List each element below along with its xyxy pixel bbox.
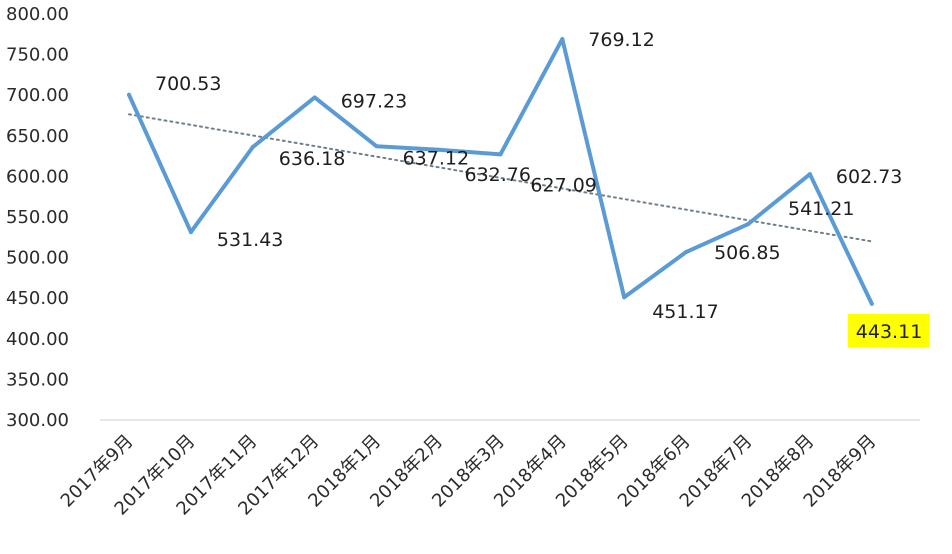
data-point <box>312 95 317 100</box>
data-point <box>869 301 874 306</box>
y-tick-label: 400.00 <box>6 329 69 350</box>
highlight-box <box>847 313 930 348</box>
y-tick-label: 800.00 <box>6 4 69 25</box>
data-label: 627.09 <box>530 174 596 196</box>
data-point <box>250 145 255 150</box>
y-tick-label: 650.00 <box>6 126 69 147</box>
y-tick-label: 700.00 <box>6 85 69 106</box>
trendline-group <box>128 113 873 243</box>
data-point <box>436 147 441 152</box>
y-tick-label: 350.00 <box>6 369 69 390</box>
trendline <box>128 113 873 243</box>
y-tick-label: 500.00 <box>6 248 69 269</box>
y-tick-label: 600.00 <box>6 166 69 187</box>
data-point <box>127 92 131 97</box>
data-label: 637.12 <box>403 147 469 169</box>
data-point <box>746 222 750 227</box>
data-point <box>374 144 379 149</box>
y-tick-label: 300.00 <box>6 410 69 431</box>
y-axis: 300.00 350.00 400.00 450.00 500.00 550.00 600.… <box>6 4 69 431</box>
data-point <box>560 37 565 42</box>
data-label: 602.73 <box>836 166 902 188</box>
data-label: 451.17 <box>652 301 718 323</box>
data-label: 769.12 <box>588 29 654 51</box>
data-point <box>622 295 627 300</box>
data-label: 700.53 <box>155 73 221 95</box>
data-label: 531.43 <box>217 229 283 251</box>
data-label: 443.11 <box>856 321 922 343</box>
y-tick-label: 750.00 <box>6 45 69 66</box>
data-point <box>188 230 193 235</box>
y-tick-label: 450.00 <box>6 288 69 309</box>
data-point <box>807 172 812 177</box>
series-group <box>127 37 874 306</box>
data-label: 541.21 <box>788 198 854 220</box>
data-label: 636.18 <box>279 148 345 170</box>
data-label: 697.23 <box>341 90 407 112</box>
y-tick-label: 550.00 <box>6 207 69 228</box>
data-label: 506.85 <box>714 242 780 264</box>
data-point <box>498 152 503 157</box>
x-axis: 2017年9月2017年10月2017年11月2017年12月2018年1月20… <box>57 419 920 520</box>
data-point <box>684 250 689 255</box>
data-label: 632.76 <box>465 164 531 186</box>
